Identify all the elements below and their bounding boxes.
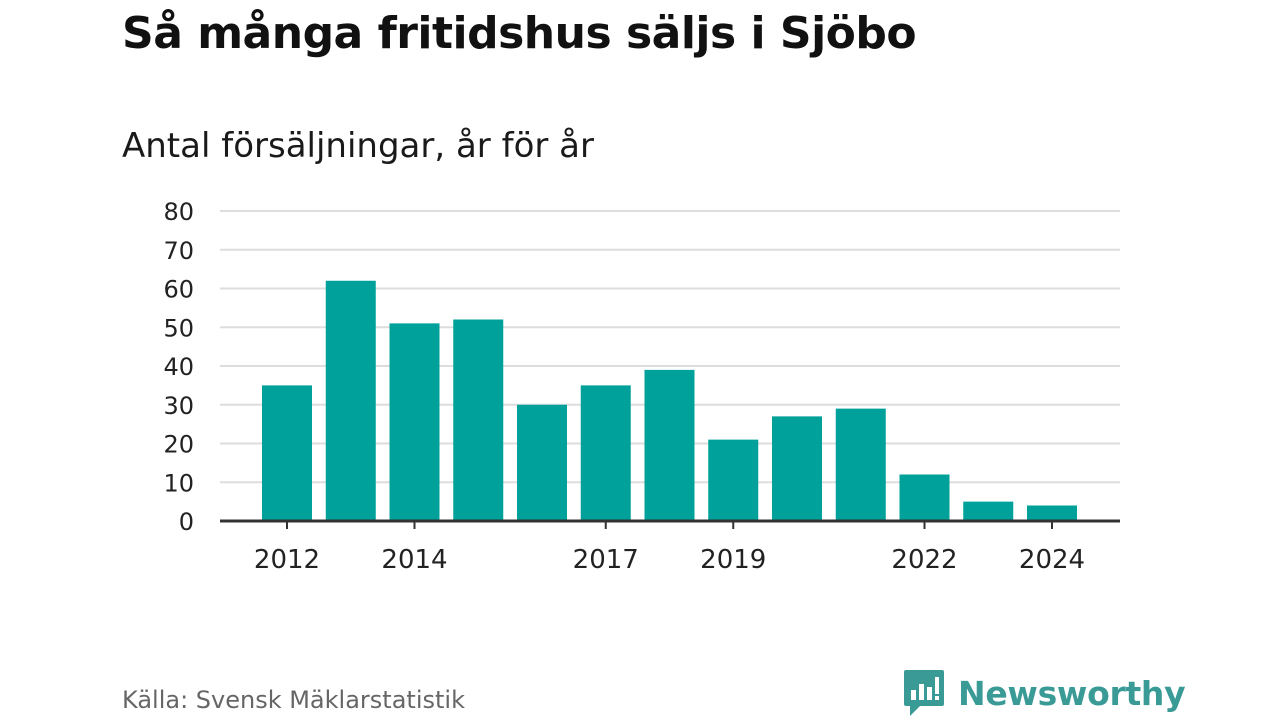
- bar-2023: [963, 501, 1014, 521]
- y-tick-label-20: 20: [163, 431, 194, 459]
- y-tick-label-0: 0: [179, 508, 194, 536]
- axes: 0 10 20 30 40 50 60 70 80 2012 2014 2017 2019 2022 202…: [163, 198, 1120, 575]
- bar-2013: [325, 280, 376, 521]
- y-tick-label-80: 80: [163, 198, 194, 226]
- y-tick-label-40: 40: [163, 353, 194, 381]
- x-tick-label-2024: 2024: [1019, 545, 1085, 575]
- y-tick-label-50: 50: [163, 314, 194, 342]
- bar-2020: [772, 416, 822, 521]
- bar-2021: [835, 408, 886, 521]
- bar-2014: [389, 323, 440, 521]
- brand-logo: Newsworthy: [902, 668, 1186, 718]
- bar-2022: [899, 474, 950, 521]
- y-tick-label-70: 70: [163, 237, 194, 265]
- bar-2015: [453, 319, 504, 521]
- x-tick-label-2012: 2012: [254, 545, 320, 575]
- bar-2012: [262, 385, 312, 521]
- x-tick-label-2014: 2014: [381, 545, 447, 575]
- x-tick-label-2022: 2022: [891, 545, 957, 575]
- x-tick-label-2017: 2017: [573, 545, 639, 575]
- x-tick-label-2019: 2019: [700, 545, 766, 575]
- y-tick-label-30: 30: [163, 392, 194, 420]
- y-tick-label-10: 10: [163, 469, 194, 497]
- bar-2019: [708, 439, 759, 521]
- y-tick-label-60: 60: [163, 276, 194, 304]
- bar-2017: [580, 385, 631, 521]
- chart-title: Så många fritidshus säljs i Sjöbo: [122, 8, 917, 59]
- source-note: Källa: Svensk Mäklarstatistik: [122, 686, 465, 714]
- newsworthy-icon: [904, 670, 944, 716]
- chart-subtitle: Antal försäljningar, år för år: [122, 126, 594, 166]
- bar-2018: [644, 369, 695, 521]
- bar-2016: [517, 404, 567, 521]
- brand-name: Newsworthy: [958, 673, 1186, 713]
- bar-2024: [1027, 505, 1077, 521]
- bars: [262, 280, 1077, 521]
